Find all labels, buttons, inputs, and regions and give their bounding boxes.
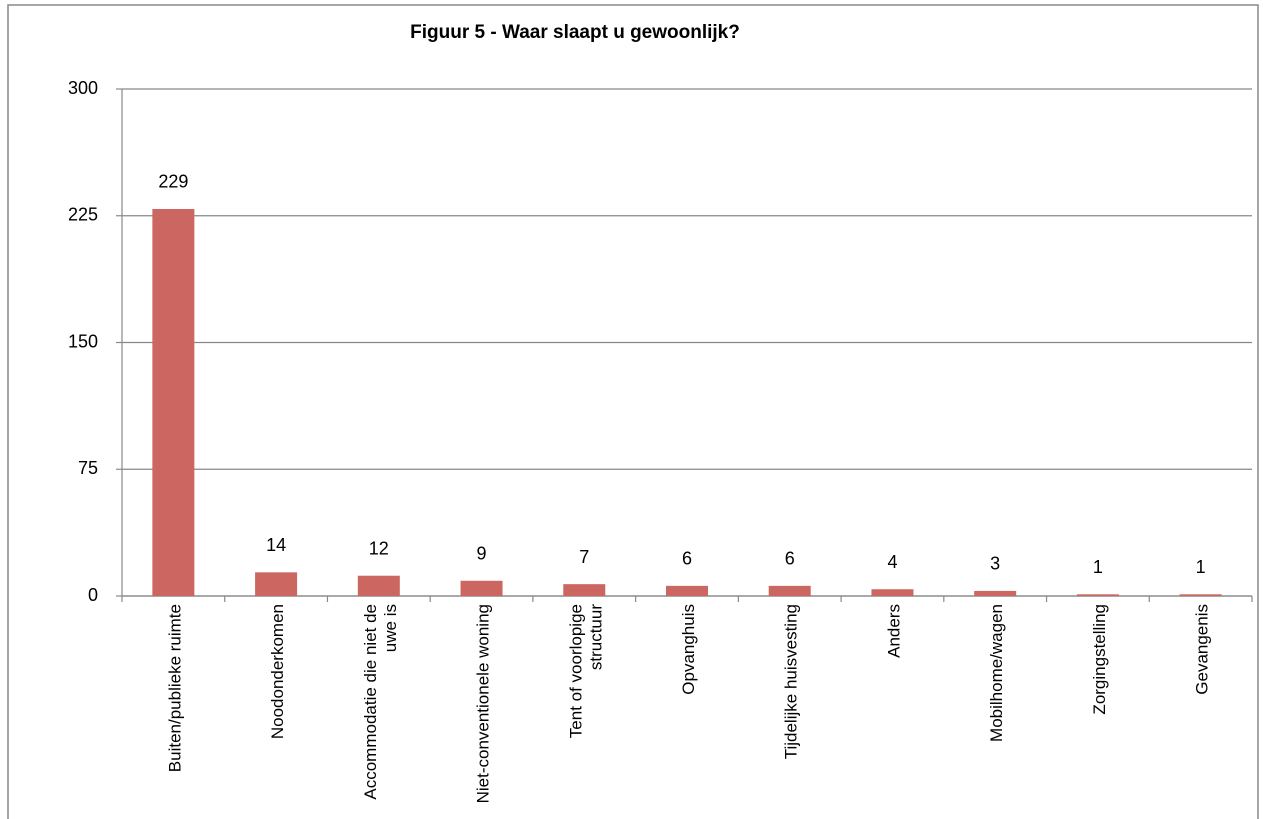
x-tick-label: Buiten/publieke ruimte (165, 604, 185, 773)
x-tick-label: Gevangenis (1192, 604, 1212, 695)
y-tick-label: 150 (68, 331, 98, 351)
data-label: 229 (158, 172, 188, 192)
bar (666, 585, 708, 596)
x-tick-label: Anders (884, 604, 904, 658)
chart-title: Figuur 5 - Waar slaapt u gewoonlijk? (410, 22, 740, 43)
data-label: 3 (990, 554, 1000, 574)
x-tick-label: Tijdelijke huisvesting (781, 604, 801, 760)
data-label: 14 (266, 535, 286, 555)
bar (152, 208, 195, 597)
bar (563, 584, 606, 596)
bar (768, 585, 811, 596)
x-tick-label: Noodonderkomen (268, 604, 288, 740)
x-tick-label: Opvanghuis (679, 604, 698, 695)
bar (974, 590, 1017, 596)
y-tick-label: 75 (78, 458, 98, 478)
x-tick-label: Zorgingstelling (1089, 604, 1109, 715)
bar (460, 580, 503, 596)
data-label: 6 (682, 549, 692, 569)
x-tick-label: Mobilhome/wagen (987, 604, 1007, 742)
y-tick-label: 300 (68, 78, 98, 98)
y-tick-label: 225 (68, 205, 98, 225)
y-tick-label: 0 (88, 585, 98, 605)
data-label: 9 (477, 544, 487, 564)
data-label: 4 (887, 552, 897, 572)
data-label: 12 (369, 538, 389, 558)
bar (1076, 594, 1119, 596)
bar (871, 589, 914, 596)
data-label: 1 (1196, 557, 1206, 577)
data-label: 6 (785, 549, 795, 569)
bar (1179, 594, 1222, 596)
x-tick-label: Niet-conventionele woning (473, 604, 493, 804)
x-tick-label: Accommodatie die niet de uwe is (360, 604, 400, 800)
data-label: 7 (579, 547, 589, 567)
chart-border (7, 4, 1259, 819)
x-tick-label: Tent of voorlopige structuur (566, 604, 606, 739)
bar (357, 575, 400, 596)
data-label: 1 (1093, 557, 1103, 577)
bar (255, 572, 298, 596)
